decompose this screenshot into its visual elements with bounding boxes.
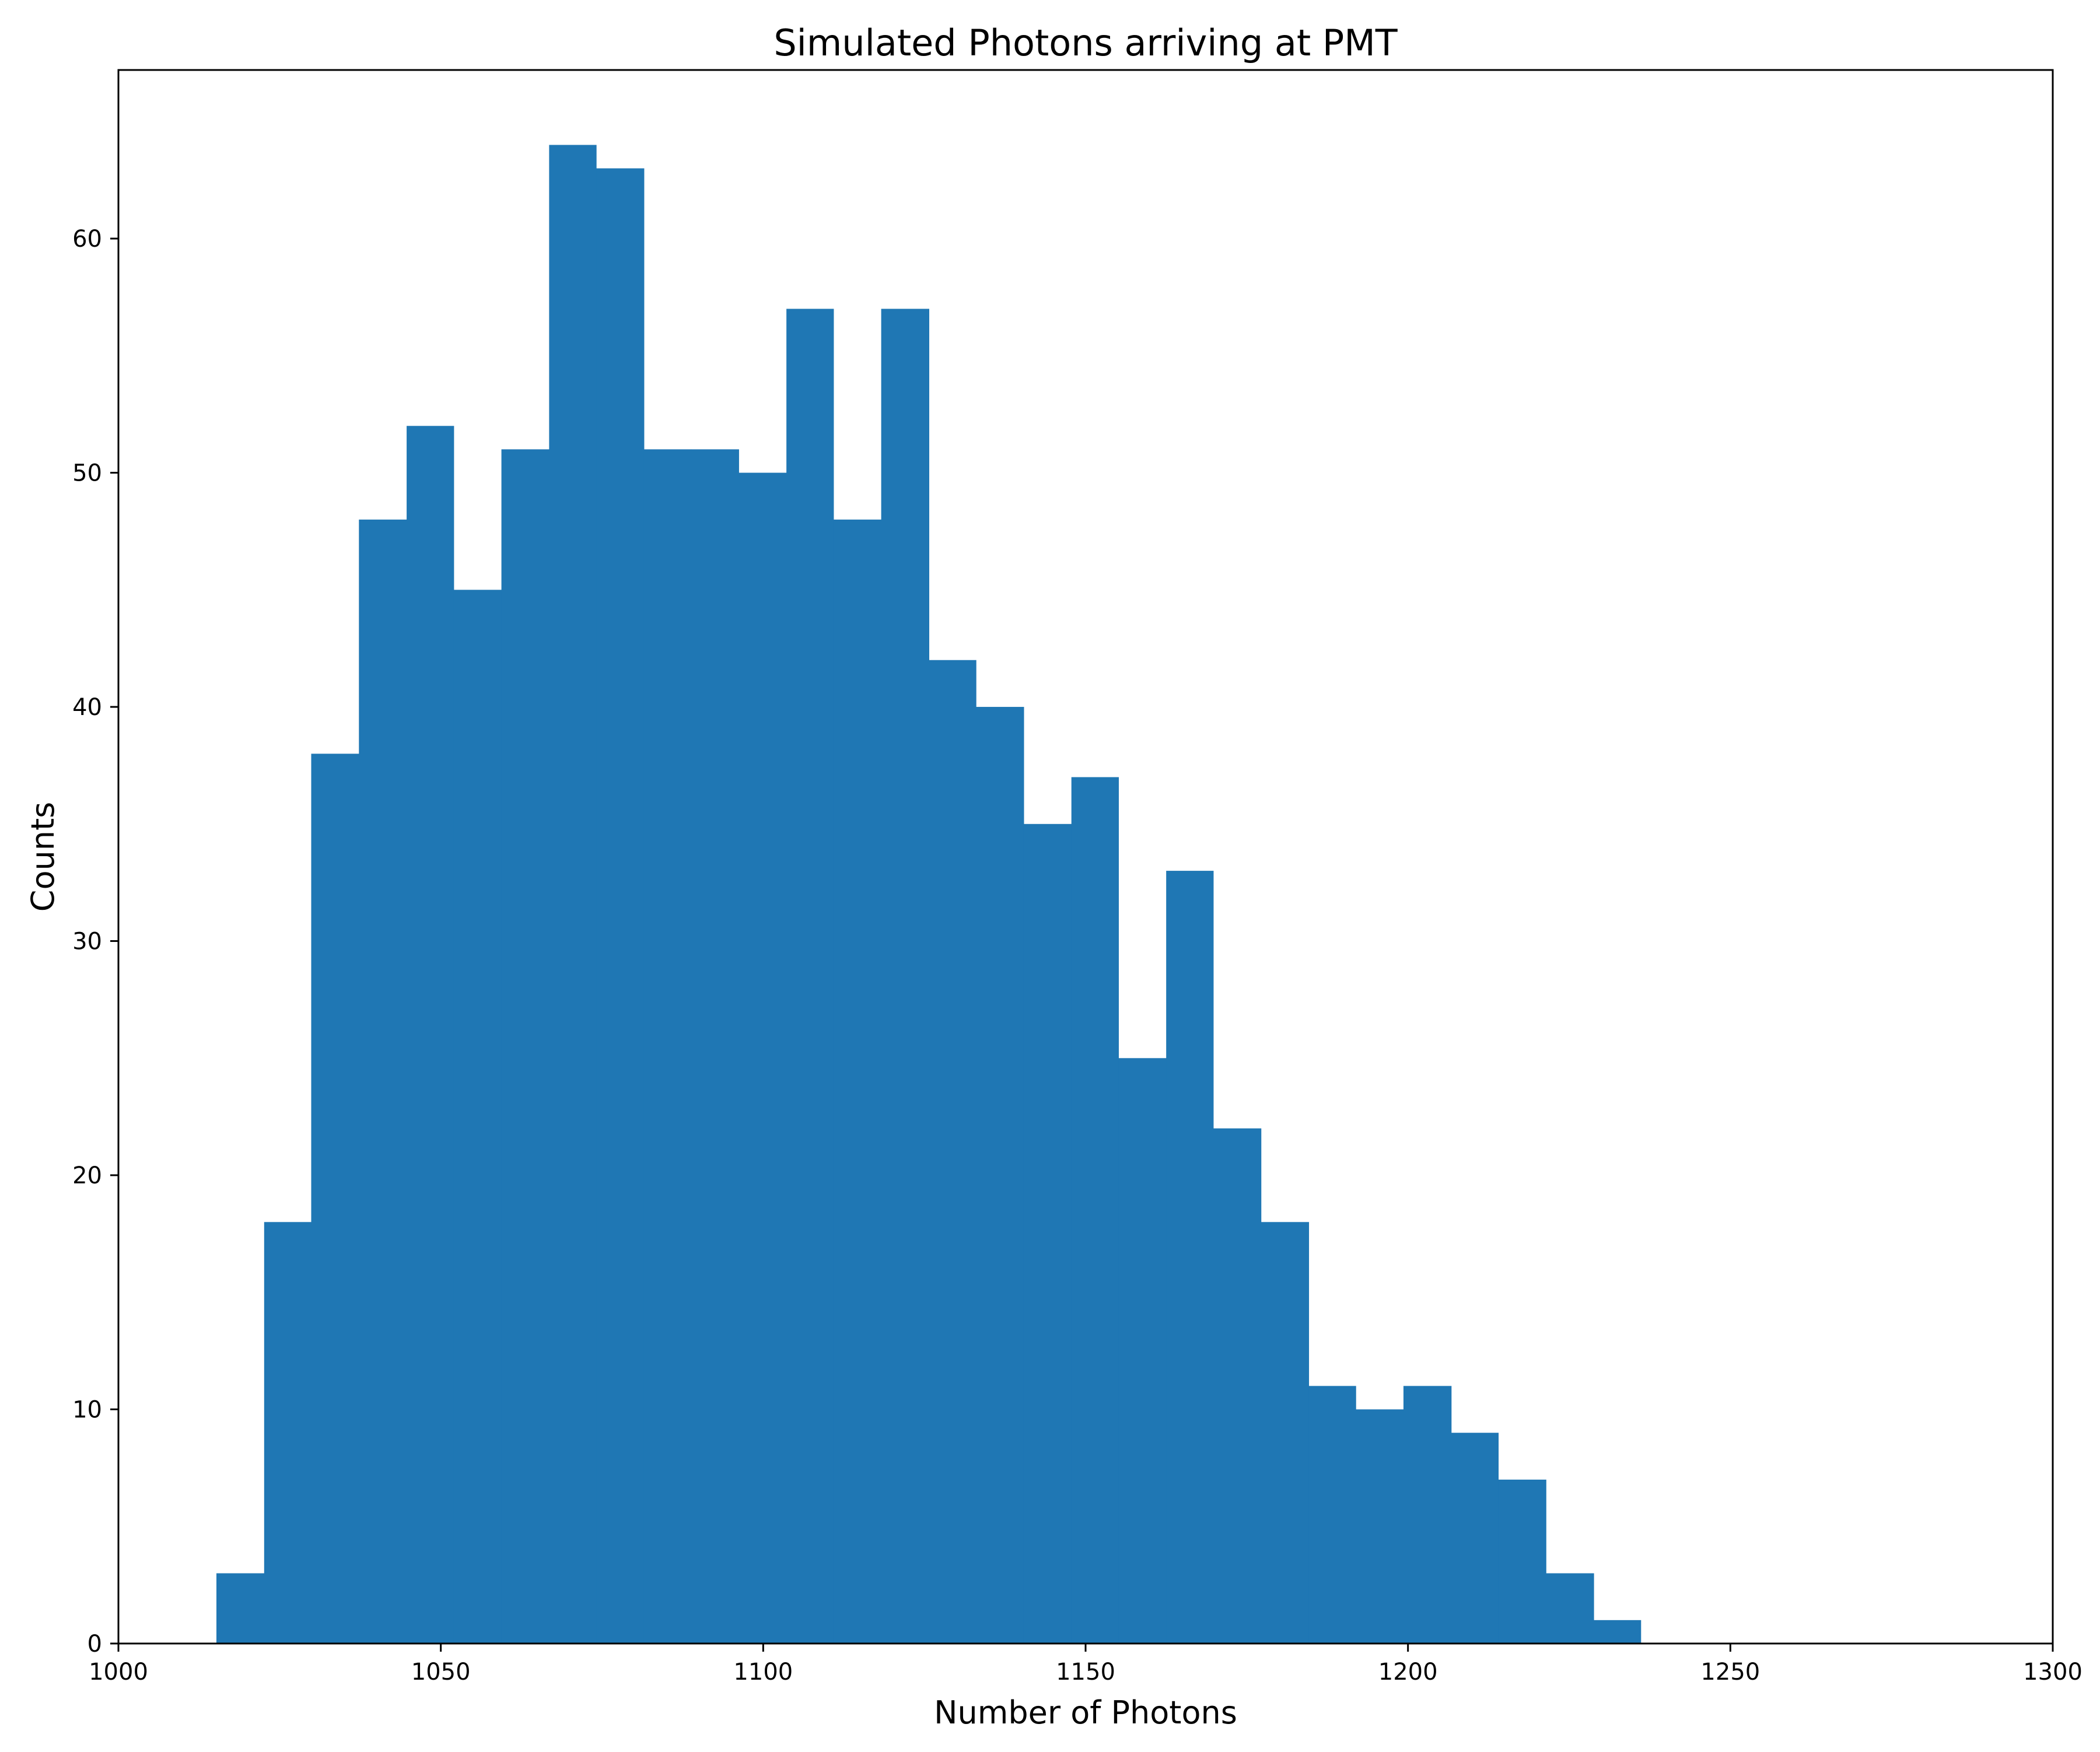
histogram-bar: [264, 1222, 312, 1644]
histogram-bar: [1498, 1479, 1546, 1644]
histogram-bar: [1261, 1222, 1310, 1644]
x-tick-label: 1150: [1056, 1659, 1115, 1686]
histogram-bar: [738, 472, 787, 1644]
histogram-bar: [1451, 1432, 1499, 1644]
x-axis-label: Number of Photons: [934, 1694, 1237, 1731]
y-axis-label: Counts: [24, 802, 61, 912]
histogram-bar: [833, 519, 882, 1644]
y-axis-ticks: 0 10 20 30 40 50 60: [72, 226, 118, 1658]
histogram-bar: [1118, 1058, 1167, 1644]
x-tick-label: 1200: [1378, 1659, 1438, 1686]
histogram-bar: [1166, 871, 1214, 1644]
bars-layer: [216, 145, 1642, 1644]
x-tick-label: 1300: [2023, 1659, 2082, 1686]
histogram-bar: [311, 754, 359, 1644]
histogram-bar: [1071, 777, 1119, 1644]
y-tick-label: 50: [72, 460, 102, 487]
histogram-bar: [786, 309, 834, 1644]
histogram-bar: [976, 707, 1024, 1644]
x-tick-label: 1250: [1700, 1659, 1760, 1686]
y-tick-label: 0: [88, 1631, 102, 1658]
histogram-bar: [359, 519, 407, 1644]
histogram-bar: [1356, 1409, 1404, 1644]
y-tick-label: 40: [72, 694, 102, 721]
histogram-bar: [1213, 1128, 1262, 1644]
histogram-bar: [691, 449, 739, 1644]
x-tick-label: 1000: [89, 1659, 148, 1686]
histogram-bar: [501, 449, 550, 1644]
histogram-bar: [596, 168, 645, 1644]
histogram-bar: [407, 426, 454, 1644]
x-axis-ticks: 1000 1050 1100 1150 1200 1250 1300: [89, 1644, 2082, 1686]
chart-title: Simulated Photons arriving at PMT: [774, 22, 1398, 64]
y-tick-label: 10: [72, 1397, 102, 1424]
histogram-bar: [1023, 824, 1072, 1644]
histogram-bar: [929, 660, 977, 1644]
y-tick-label: 60: [72, 226, 102, 253]
histogram-bar: [881, 309, 929, 1644]
y-tick-label: 30: [72, 928, 102, 955]
y-tick-label: 20: [72, 1162, 102, 1189]
histogram-bar: [643, 449, 692, 1644]
histogram-bar: [549, 145, 597, 1644]
histogram-bar: [1594, 1620, 1642, 1644]
histogram-bar: [216, 1573, 265, 1644]
histogram-bar: [453, 590, 502, 1644]
x-tick-label: 1100: [733, 1659, 793, 1686]
histogram-bar: [1546, 1573, 1594, 1644]
histogram-bar: [1308, 1386, 1356, 1644]
histogram-bar: [1403, 1386, 1452, 1644]
x-tick-label: 1050: [411, 1659, 471, 1686]
